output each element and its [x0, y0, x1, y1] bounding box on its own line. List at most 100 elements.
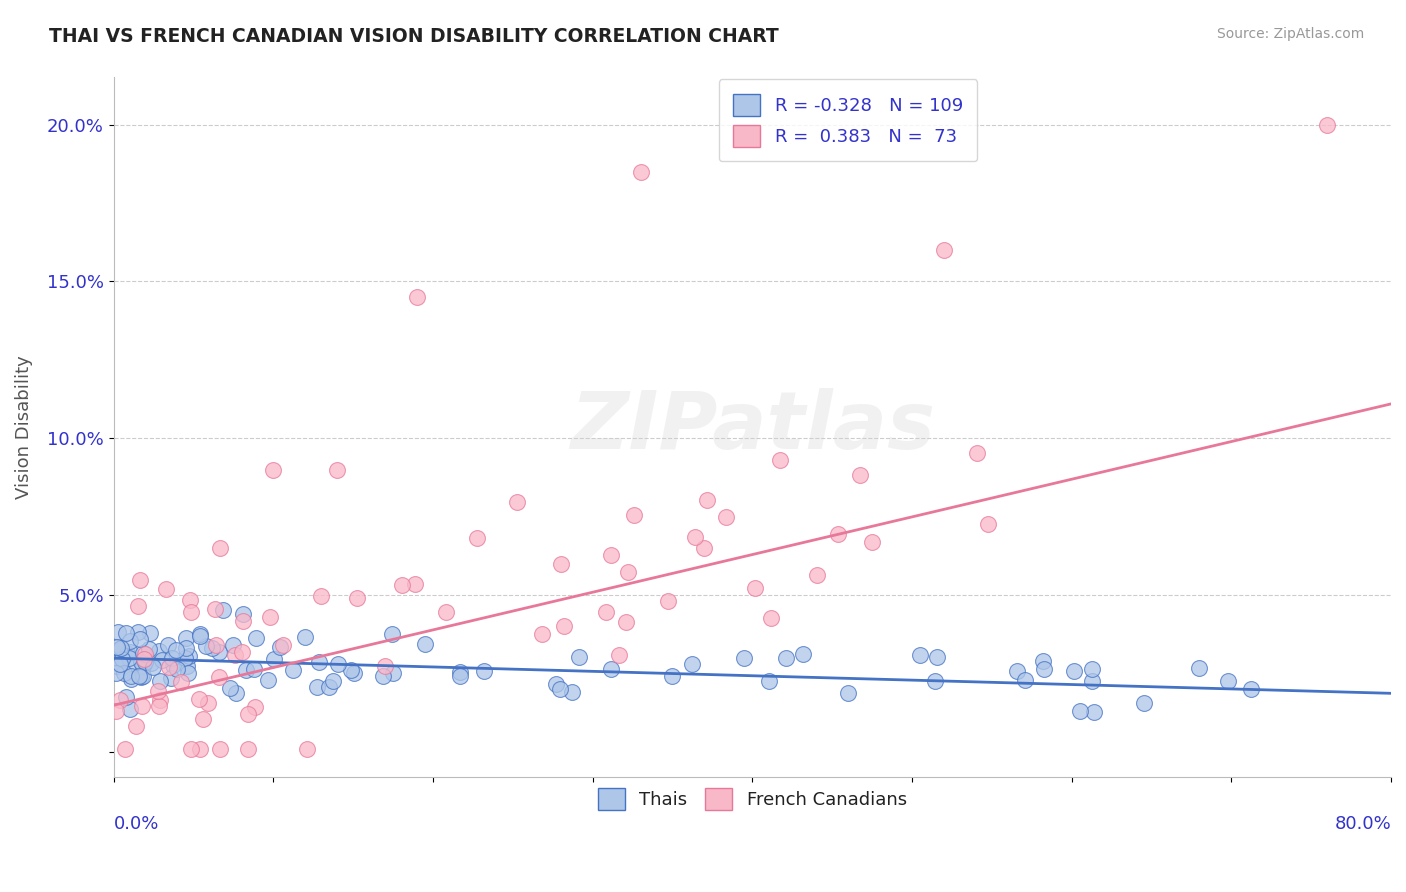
- Point: [271, 638, 294, 652]
- Point: [176, 640, 198, 655]
- Point: [148, 698, 170, 713]
- Point: [1032, 654, 1054, 668]
- Point: [744, 582, 766, 596]
- Point: [600, 548, 623, 562]
- Point: [134, 647, 156, 661]
- Point: [759, 611, 782, 625]
- Point: [177, 665, 200, 680]
- Point: [550, 557, 572, 571]
- Point: [115, 647, 138, 661]
- Point: [108, 642, 131, 657]
- Point: [108, 692, 131, 706]
- Point: [600, 662, 623, 676]
- Point: [180, 605, 202, 619]
- Point: [114, 742, 136, 756]
- Point: [138, 641, 160, 656]
- Point: [243, 662, 266, 676]
- Point: [374, 659, 396, 673]
- Point: [105, 666, 128, 681]
- Point: [155, 582, 177, 596]
- Point: [114, 625, 136, 640]
- Point: [837, 686, 859, 700]
- Point: [188, 627, 211, 641]
- Point: [232, 607, 254, 621]
- Point: [860, 534, 883, 549]
- Point: [160, 672, 183, 686]
- Point: [176, 632, 198, 646]
- Point: [308, 655, 330, 669]
- Point: [413, 637, 436, 651]
- Point: [132, 652, 155, 666]
- Point: [326, 463, 349, 477]
- Text: 80.0%: 80.0%: [1334, 815, 1391, 833]
- Point: [179, 649, 201, 664]
- Point: [209, 742, 232, 756]
- Point: [1316, 118, 1339, 132]
- Point: [561, 685, 583, 699]
- Point: [553, 619, 575, 633]
- Point: [129, 670, 152, 684]
- Point: [269, 640, 291, 654]
- Point: [693, 541, 716, 556]
- Point: [630, 164, 652, 178]
- Point: [733, 650, 755, 665]
- Point: [614, 615, 637, 629]
- Point: [118, 701, 141, 715]
- Point: [219, 681, 242, 695]
- Point: [107, 625, 129, 640]
- Point: [208, 670, 231, 684]
- Point: [127, 625, 149, 640]
- Point: [1007, 665, 1029, 679]
- Point: [1014, 673, 1036, 688]
- Point: [908, 648, 931, 663]
- Point: [322, 673, 344, 688]
- Point: [120, 669, 142, 683]
- Point: [238, 706, 260, 721]
- Point: [129, 655, 152, 669]
- Point: [1032, 662, 1054, 676]
- Point: [118, 645, 141, 659]
- Point: [806, 568, 828, 582]
- Point: [657, 593, 679, 607]
- Point: [188, 629, 211, 643]
- Point: [129, 573, 152, 587]
- Point: [149, 674, 172, 689]
- Text: ZIPatlas: ZIPatlas: [569, 388, 935, 467]
- Point: [176, 659, 198, 673]
- Point: [318, 680, 340, 694]
- Point: [544, 677, 567, 691]
- Point: [792, 648, 814, 662]
- Point: [775, 651, 797, 665]
- Point: [530, 626, 553, 640]
- Point: [548, 681, 571, 696]
- Point: [179, 593, 201, 607]
- Point: [104, 656, 127, 670]
- Point: [449, 665, 471, 679]
- Point: [132, 668, 155, 682]
- Point: [1081, 661, 1104, 675]
- Point: [465, 531, 488, 545]
- Point: [827, 526, 849, 541]
- Point: [114, 690, 136, 704]
- Point: [966, 446, 988, 460]
- Point: [297, 742, 319, 756]
- Point: [307, 680, 329, 694]
- Point: [150, 653, 173, 667]
- Point: [224, 648, 246, 663]
- Point: [256, 673, 278, 688]
- Point: [191, 712, 214, 726]
- Point: [120, 672, 142, 686]
- Point: [449, 669, 471, 683]
- Point: [607, 648, 630, 662]
- Point: [201, 641, 224, 656]
- Point: [212, 602, 235, 616]
- Point: [259, 610, 281, 624]
- Point: [104, 704, 127, 718]
- Point: [131, 698, 153, 713]
- Point: [111, 651, 134, 665]
- Point: [1216, 673, 1239, 688]
- Point: [149, 693, 172, 707]
- Point: [107, 659, 129, 673]
- Point: [340, 663, 363, 677]
- Point: [208, 645, 231, 659]
